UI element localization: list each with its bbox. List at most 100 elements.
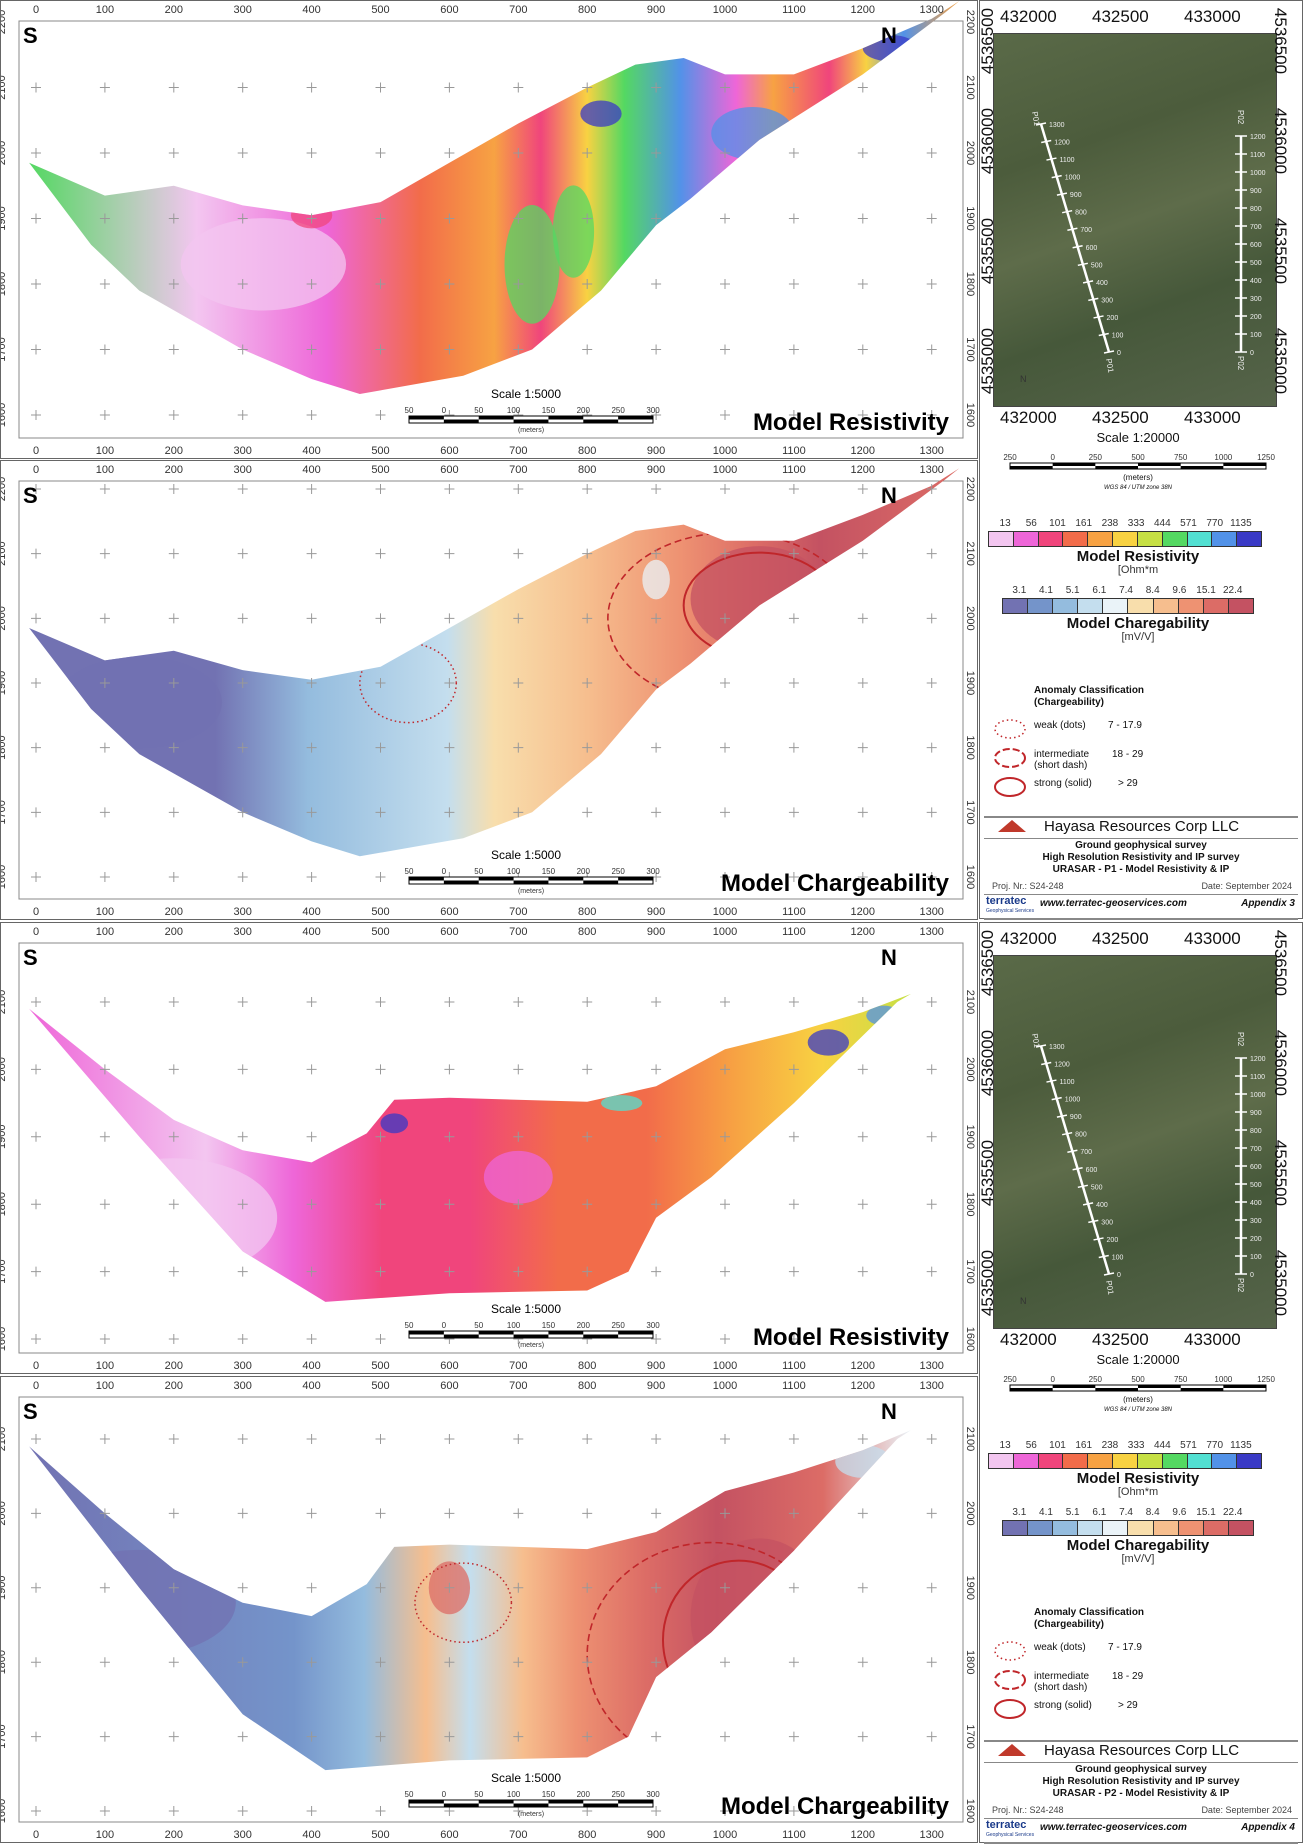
grid-cross [788,344,799,355]
p01-label: P01 [1104,358,1115,374]
anomaly-title: Anomaly Classification [1034,685,1145,696]
grid-cross [237,997,248,1007]
grid-cross [444,213,455,224]
x-tick-top: 500 [371,464,389,476]
grid-cross [375,872,386,882]
grid-cross [651,807,662,818]
x-tick-bottom: 1300 [919,445,943,457]
x-tick-top: 700 [509,1380,527,1392]
grid-cross [237,82,248,93]
y-tick-left: 1800 [1,272,8,296]
grid-cross [651,1731,662,1742]
website-link[interactable]: www.terratec-geoservices.com [1040,898,1187,909]
grid-cross [237,148,248,158]
p02-chainage: 200 [1250,1236,1262,1243]
map-scale-label: Scale 1:20000 [1096,430,1180,445]
grid-cross [306,1508,317,1519]
section-plot: 0010010020020030030040040050050060060070… [1,464,976,918]
x-tick-bottom: 0 [33,1360,39,1372]
grid-cross [720,279,730,289]
colorbar-swatch [1178,1521,1204,1535]
y-tick-right: 1700 [964,337,976,361]
colorbar-swatch [1063,1454,1089,1468]
x-tick-top: 200 [165,464,183,476]
colorbar-swatch [1063,532,1089,546]
grid-cross [651,1064,662,1075]
grid-cross [788,484,799,494]
grid-cross [926,678,937,688]
grid-cross [651,410,662,420]
grid-cross [582,148,593,158]
grid-cross [375,148,386,158]
x-tick-bottom: 100 [96,445,114,457]
x-tick-top: 0 [33,464,39,476]
grid-cross [513,1582,524,1593]
north-label: N [881,483,897,508]
grid-cross [926,344,937,355]
grid-cross [375,1334,386,1344]
north-label: N [881,23,897,48]
p01-chainage: 1100 [1059,1079,1074,1086]
scale-tick: 150 [542,1790,556,1799]
grid-cross [513,1434,524,1444]
project-number: Proj. Nr.: S24-248 [992,881,1064,891]
grid-cross [926,1266,937,1277]
p02-chainage: 1100 [1250,152,1265,159]
y-tick-right: 2100 [964,75,976,99]
satellite-map[interactable]: 0 100 200 300 400 500 600 700 800 900 1000 1100 1200… [993,33,1277,407]
grid-cross [31,1657,41,1668]
grid-cross [99,279,110,289]
grid-cross [375,1731,386,1742]
colorbar-swatch [1013,1454,1039,1468]
scale-tick: 250 [611,1790,625,1799]
grid-cross [857,1131,868,1142]
map-y-label: 4536500 [1271,7,1290,75]
grid-cross [720,1199,730,1210]
y-tick-left: 1900 [1,1125,8,1149]
map-y-label: 4536500 [1271,929,1290,997]
grid-cross [237,1731,248,1742]
grid-cross [31,279,41,289]
p01-tick-mark [1062,209,1073,214]
chargeability-legend-tick: 4.1 [1039,1507,1053,1518]
p01-chainage: 300 [1101,297,1113,304]
x-tick-top: 600 [440,464,458,476]
scale-tick: 0 [442,406,447,415]
grid-cross [306,484,317,494]
grid-cross [720,213,730,224]
grid-cross [237,613,248,624]
y-tick-left: 2000 [1,606,8,630]
x-tick-bottom: 800 [578,1360,596,1372]
satellite-map[interactable]: 0 100 200 300 400 500 600 700 800 900 1000 1100 1200… [993,955,1277,1329]
grid-cross [513,997,524,1007]
company-name: Hayasa Resources Corp LLC [1044,818,1240,835]
x-tick-top: 600 [440,926,458,938]
colorbar-swatch [1203,1521,1229,1535]
p01-label: P01 [1030,1033,1041,1049]
divider [984,894,1298,895]
x-tick-top: 400 [302,1380,320,1392]
grid-cross [99,213,110,224]
x-tick-top: 1200 [851,926,875,938]
map-scale-unit: (meters) [1123,1395,1153,1404]
grid-cross [513,1731,524,1742]
sidebar-panel-2: 432000 432000 432500 432500 433000 433000 0 100… [978,922,1303,1844]
grid-cross [237,1334,248,1344]
colorbar-swatch [989,1454,1014,1468]
colorbar-swatch [1028,599,1054,613]
grid-cross [375,613,386,624]
contour-zone [835,1444,891,1478]
p01-tick-mark [1077,262,1088,267]
x-tick-bottom: 900 [647,445,665,457]
grid-cross [444,678,455,688]
p02-chainage: 400 [1250,1200,1262,1207]
x-tick-bottom: 500 [371,445,389,457]
grid-cross [168,1266,179,1277]
grid-cross [168,1806,179,1816]
resistivity-legend-unit: [Ohm*m [1117,564,1159,576]
y-tick-left: 1700 [1,1259,8,1283]
website-link[interactable]: www.terratec-geoservices.com [1040,1822,1187,1833]
grid-cross [582,1657,593,1668]
map-scale-tick: 750 [1174,1375,1188,1384]
p01-chainage: 1300 [1049,122,1065,129]
